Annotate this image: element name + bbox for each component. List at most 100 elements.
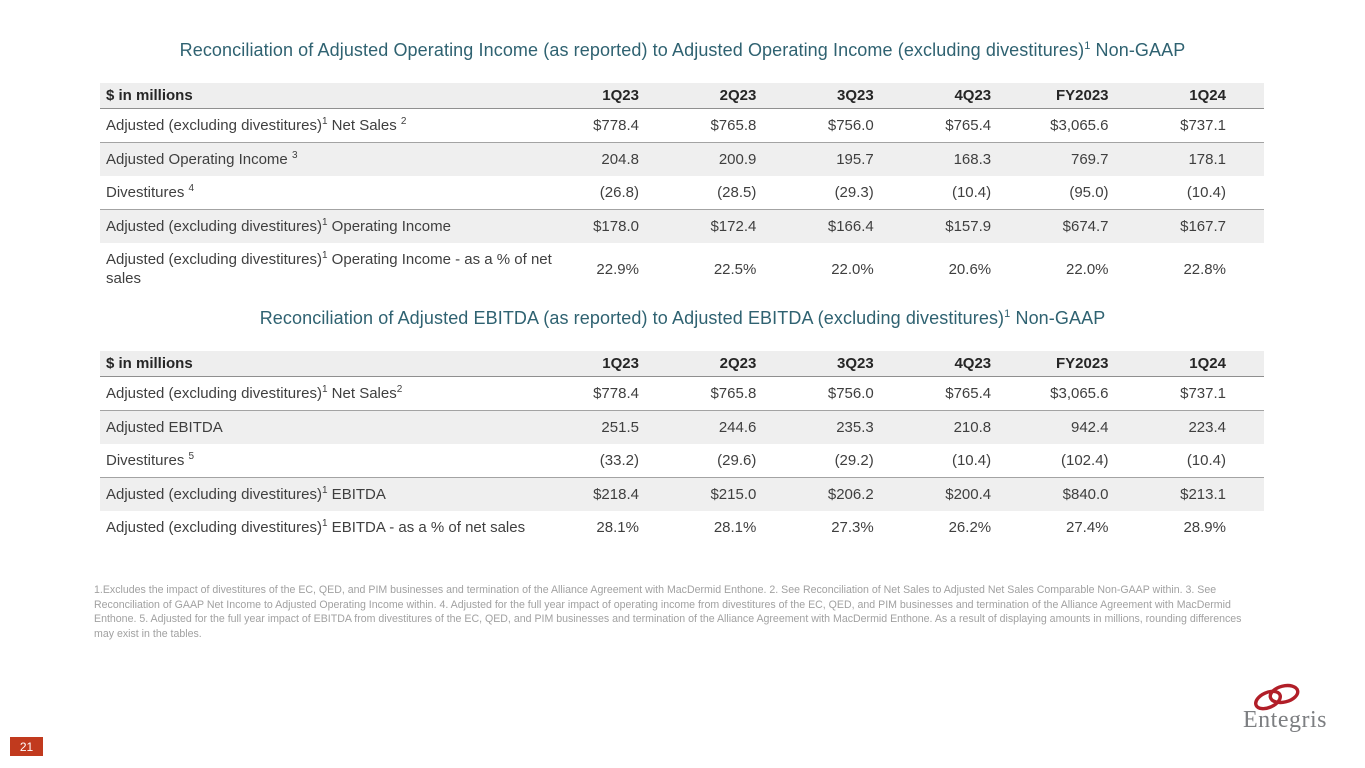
cell-value: (10.4) xyxy=(951,184,992,201)
ebitda-table: $ in millions 1Q23 2Q23 3Q23 4Q23 FY2023… xyxy=(100,351,1264,544)
cell-value: $206.2 xyxy=(827,486,874,503)
row-label: Divestitures 4 xyxy=(106,183,195,202)
cell-value: 769.7 xyxy=(1070,151,1109,168)
cell-value: 178.1 xyxy=(1188,151,1226,168)
cell-value: 20.6% xyxy=(948,260,992,278)
title-text: Reconciliation of Adjusted Operating Inc… xyxy=(179,40,1085,60)
table-row: Adjusted (excluding divestitures)1 Opera… xyxy=(100,243,1264,295)
cell-value: $778.4 xyxy=(593,117,639,134)
cell-value: (102.4) xyxy=(1061,452,1109,469)
cell-value: $213.1 xyxy=(1180,486,1226,503)
row-label: Adjusted (excluding divestitures)1 Net S… xyxy=(106,116,407,135)
cell-value: $765.8 xyxy=(710,117,757,134)
table-row: Adjusted (excluding divestitures)1 EBITD… xyxy=(100,511,1264,544)
cell-value: 244.6 xyxy=(718,419,757,436)
row-label: Adjusted (excluding divestitures)1 Opera… xyxy=(106,217,451,236)
row-label: Adjusted Operating Income 3 xyxy=(106,150,298,169)
page-number-badge: 21 xyxy=(10,737,43,756)
corner-label: $ in millions xyxy=(106,87,193,104)
title-suffix: Non-GAAP xyxy=(1010,308,1106,328)
cell-value: 22.5% xyxy=(713,260,757,278)
cell-value: (29.2) xyxy=(834,452,874,469)
column-header: FY2023 xyxy=(1055,87,1109,104)
cell-value: $166.4 xyxy=(827,218,874,235)
cell-value: $674.7 xyxy=(1062,218,1109,235)
title-superscript: 1 xyxy=(1004,308,1011,320)
logo-text: Entegris xyxy=(1243,707,1327,733)
cell-value: 28.1% xyxy=(713,519,757,536)
cell-value: 28.1% xyxy=(596,519,639,536)
column-header: 1Q23 xyxy=(602,355,639,372)
cell-value: 26.2% xyxy=(948,519,992,536)
cell-value: (10.4) xyxy=(1186,452,1226,469)
cell-value: 210.8 xyxy=(953,419,992,436)
table-header-row: $ in millions 1Q23 2Q23 3Q23 4Q23 FY2023… xyxy=(100,351,1264,377)
cell-value: (29.3) xyxy=(834,184,874,201)
column-header: 4Q23 xyxy=(954,87,992,104)
cell-value: 28.9% xyxy=(1183,519,1226,536)
cell-value: $218.4 xyxy=(593,486,639,503)
column-header: 4Q23 xyxy=(954,355,992,372)
cell-value: 251.5 xyxy=(601,419,639,436)
section-title-operating-income: Reconciliation of Adjusted Operating Inc… xyxy=(0,40,1365,61)
cell-value: 942.4 xyxy=(1070,419,1109,436)
cell-value: (10.4) xyxy=(951,452,992,469)
row-label: Adjusted (excluding divestitures)1 Net S… xyxy=(106,384,403,403)
cell-value: $756.0 xyxy=(827,385,874,402)
cell-value: $157.9 xyxy=(945,218,992,235)
table-row: Adjusted Operating Income 3 204.8 200.9 … xyxy=(100,142,1264,176)
table-row: Adjusted (excluding divestitures)1 EBITD… xyxy=(100,477,1264,511)
cell-value: $840.0 xyxy=(1062,486,1109,503)
cell-value: (26.8) xyxy=(599,184,639,201)
cell-value: $778.4 xyxy=(593,385,639,402)
row-label: Divestitures 5 xyxy=(106,451,195,470)
cell-value: $215.0 xyxy=(710,486,757,503)
section-title-ebitda: Reconciliation of Adjusted EBITDA (as re… xyxy=(0,308,1365,329)
row-label: Adjusted (excluding divestitures)1 EBITD… xyxy=(106,518,526,537)
cell-value: $765.4 xyxy=(945,385,992,402)
cell-value: (28.5) xyxy=(717,184,757,201)
column-header: 3Q23 xyxy=(837,355,874,372)
entegris-rings-icon xyxy=(1254,683,1300,711)
column-header: FY2023 xyxy=(1055,355,1109,372)
table-row: Adjusted (excluding divestitures)1 Net S… xyxy=(100,377,1264,411)
cell-value: $756.0 xyxy=(827,117,874,134)
row-label: Adjusted (excluding divestitures)1 Opera… xyxy=(106,250,552,288)
cell-value: 195.7 xyxy=(836,151,874,168)
cell-value: 27.4% xyxy=(1065,519,1109,536)
cell-value: $3,065.6 xyxy=(1050,117,1109,134)
column-header: 3Q23 xyxy=(837,87,874,104)
title-superscript: 1 xyxy=(1084,40,1091,52)
table-row: Adjusted (excluding divestitures)1 Opera… xyxy=(100,209,1264,243)
cell-value: $3,065.6 xyxy=(1050,385,1109,402)
cell-value: 200.9 xyxy=(718,151,757,168)
table-row: Adjusted (excluding divestitures)1 Net S… xyxy=(100,109,1264,143)
cell-value: $765.8 xyxy=(710,385,757,402)
corner-label: $ in millions xyxy=(106,355,193,372)
cell-value: (10.4) xyxy=(1186,184,1226,201)
cell-value: 22.8% xyxy=(1183,260,1226,278)
cell-value: (33.2) xyxy=(599,452,639,469)
cell-value: $737.1 xyxy=(1180,117,1226,134)
table-row: Divestitures 4 (26.8) (28.5) (29.3) (10.… xyxy=(100,176,1264,210)
cell-value: $737.1 xyxy=(1180,385,1226,402)
entegris-logo: Entegris xyxy=(1243,683,1327,734)
table-header-row: $ in millions 1Q23 2Q23 3Q23 4Q23 FY2023… xyxy=(100,83,1264,109)
column-header: 1Q23 xyxy=(602,87,639,104)
cell-value: 22.0% xyxy=(831,260,874,278)
cell-value: 27.3% xyxy=(831,519,874,536)
cell-value: 204.8 xyxy=(601,151,639,168)
cell-value: 235.3 xyxy=(836,419,874,436)
column-header: 2Q23 xyxy=(719,87,757,104)
title-suffix: Non-GAAP xyxy=(1090,40,1186,60)
column-header: 1Q24 xyxy=(1189,355,1226,372)
title-text: Reconciliation of Adjusted EBITDA (as re… xyxy=(259,308,1005,328)
cell-value: $172.4 xyxy=(710,218,757,235)
cell-value: 22.0% xyxy=(1065,260,1109,278)
column-header: 2Q23 xyxy=(719,355,757,372)
row-label: Adjusted EBITDA xyxy=(106,419,223,436)
table-row: Adjusted EBITDA 251.5 244.6 235.3 210.8 … xyxy=(100,410,1264,444)
cell-value: $178.0 xyxy=(593,218,639,235)
table-row: Divestitures 5 (33.2) (29.6) (29.2) (10.… xyxy=(100,444,1264,478)
